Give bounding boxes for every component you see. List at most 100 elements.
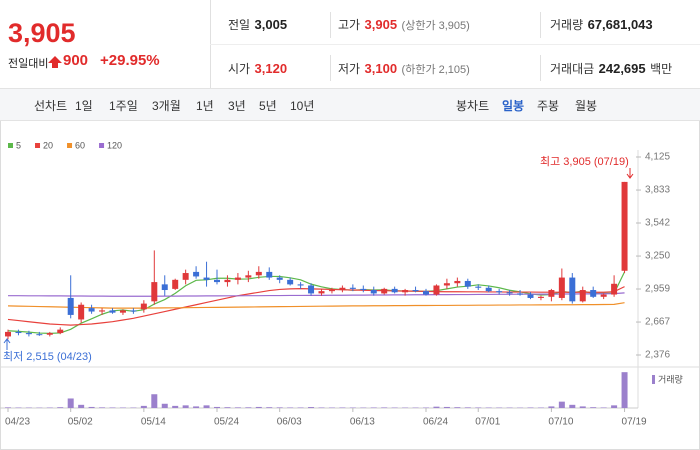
candle-body <box>193 271 200 277</box>
period-button[interactable]: 1일 <box>75 99 93 113</box>
candle-body <box>99 310 106 312</box>
candle-body <box>172 279 179 289</box>
legend-swatch <box>99 143 105 148</box>
volume-bar <box>548 406 555 408</box>
y-tick-label: 2,376 <box>645 350 670 361</box>
volume-legend-swatch <box>652 375 655 384</box>
volume-bar <box>600 407 607 408</box>
candle-body <box>234 277 241 280</box>
candle-body <box>245 275 252 278</box>
candle-body <box>496 291 503 293</box>
candle-period-button[interactable]: 월봉 <box>575 99 598 113</box>
candle-body <box>318 291 325 294</box>
candle-body <box>5 331 11 337</box>
candle-body <box>67 297 74 315</box>
volume-bar <box>140 405 147 408</box>
volume-bar <box>161 403 168 408</box>
candle-body <box>506 292 513 294</box>
stats-separator <box>330 12 331 38</box>
candle-body <box>161 284 168 291</box>
stat-label: 저가 <box>338 62 361 76</box>
x-tick-label: 07/19 <box>622 417 647 428</box>
volume-bar <box>454 407 461 408</box>
x-tick-label: 06/13 <box>350 417 375 428</box>
legend-swatch <box>35 143 41 148</box>
candle-body <box>328 290 335 292</box>
volume-bar <box>57 407 64 408</box>
volume-bar <box>214 406 220 408</box>
y-tick-label: 2,959 <box>645 284 670 295</box>
volume-bar <box>370 407 377 408</box>
volume-bar <box>276 407 283 408</box>
candle-period-button[interactable]: 일봉 <box>502 99 525 113</box>
stat: 거래대금 242,695 백만 <box>550 60 672 78</box>
candle-body <box>579 290 586 302</box>
candle-body <box>391 288 398 293</box>
period-button[interactable]: 10년 <box>290 99 315 113</box>
stat-value: 67,681,043 <box>587 17 653 32</box>
volume-bar <box>527 407 534 408</box>
stat-unit: 백만 <box>650 62 673 76</box>
candle-body <box>360 288 367 291</box>
legend-label: 5 <box>16 140 21 150</box>
legend-label: 60 <box>75 140 85 150</box>
candle-body <box>412 290 419 292</box>
volume-bar <box>109 407 116 408</box>
candle-body <box>308 285 315 294</box>
volume-bar <box>67 398 74 408</box>
stat-label: 시가 <box>228 62 251 76</box>
candle-body <box>548 290 555 297</box>
stat-value: 3,005 <box>254 17 288 32</box>
volume-bar <box>339 407 346 408</box>
candle-body <box>130 310 137 312</box>
legend-swatch <box>67 143 73 148</box>
low-arrow <box>3 338 11 350</box>
stat-value: 242,695 <box>598 61 646 76</box>
toolbar <box>0 88 700 121</box>
candle-body <box>590 290 597 297</box>
legend-label: 20 <box>43 140 53 150</box>
volume-bar <box>151 394 158 408</box>
volume-bar <box>621 372 628 408</box>
candle-period-button[interactable]: 주봉 <box>537 99 560 113</box>
candle-body <box>203 277 210 280</box>
candle-body <box>423 291 429 295</box>
x-tick-label: 06/03 <box>277 417 302 428</box>
candle-body <box>381 288 388 294</box>
candle-body <box>527 294 534 298</box>
chart-frame <box>0 120 700 450</box>
period-button[interactable]: 1주일 <box>109 99 138 113</box>
candle-body <box>287 279 294 285</box>
candle-body <box>464 280 471 287</box>
period-button[interactable]: 5년 <box>259 99 277 113</box>
candle-body <box>558 277 565 298</box>
volume-bar <box>88 406 95 408</box>
low-annotation: 최저 2,515 (04/23) <box>3 350 92 363</box>
period-button[interactable]: 3개월 <box>152 99 181 113</box>
candle-body <box>611 283 618 295</box>
candle-body <box>443 283 450 286</box>
price-box: 3,905 전일대비 900 +29.95% <box>0 0 211 88</box>
candle-body <box>109 310 116 313</box>
volume-bar <box>579 406 586 408</box>
candle-body <box>266 271 273 278</box>
x-tick-label: 05/24 <box>214 417 239 428</box>
volume-bar <box>558 401 565 408</box>
candle-chart-label: 봉차트 <box>456 99 490 113</box>
high-arrow <box>626 168 634 179</box>
volume-bar <box>475 407 482 408</box>
period-button[interactable]: 1년 <box>196 99 214 113</box>
candle-body <box>485 287 492 292</box>
period-button[interactable]: 3년 <box>228 99 246 113</box>
stat-value: 3,120 <box>254 61 288 76</box>
volume-bar <box>590 407 597 408</box>
volume-bar <box>266 407 273 408</box>
candle-body <box>36 334 43 336</box>
stat: 전일 3,005 <box>228 16 287 34</box>
y-tick-label: 4,125 <box>645 152 670 163</box>
candle-body <box>339 287 346 291</box>
candle-body <box>25 333 32 335</box>
y-tick-label: 3,250 <box>645 251 670 262</box>
